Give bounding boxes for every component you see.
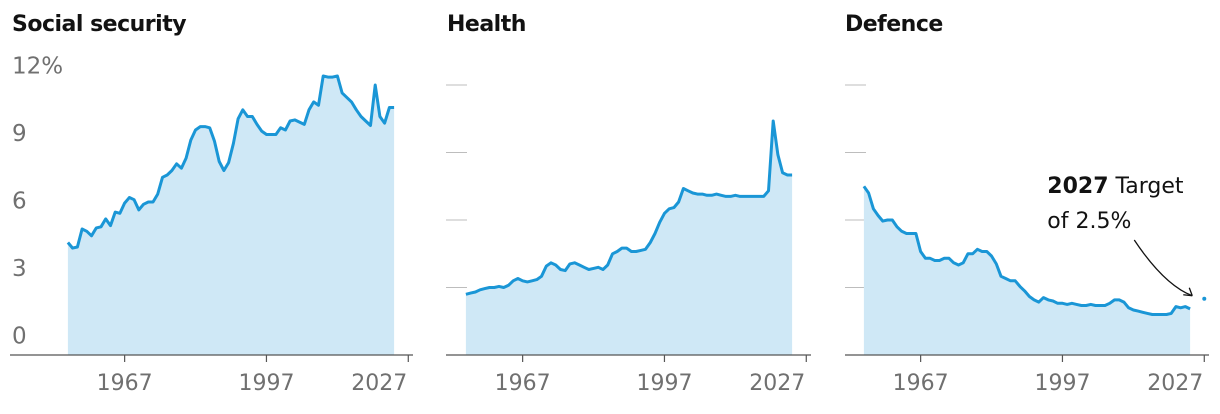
y-tick-label: 6 — [12, 189, 27, 215]
x-tick-label: 1997 — [238, 371, 294, 396]
x-tick-label: 1997 — [1034, 371, 1090, 396]
area — [67, 76, 395, 355]
annotation-year: 2027 — [1047, 174, 1108, 199]
x-tick-label: 2027 — [749, 371, 805, 396]
line — [862, 185, 1191, 316]
annotation: 2027 Target — [1047, 174, 1184, 199]
annotation: of 2.5% — [1047, 209, 1131, 234]
panel-title: Defence — [845, 12, 943, 37]
panel-title: Health — [447, 12, 526, 37]
x-tick-label: 1997 — [636, 371, 692, 396]
area — [465, 121, 793, 355]
target-point — [1202, 296, 1207, 301]
area — [863, 186, 1191, 355]
line — [66, 74, 395, 250]
arrow-head — [1183, 287, 1193, 297]
y-tick-label: 3 — [12, 256, 27, 282]
y-tick-label: 9 — [12, 121, 27, 147]
line — [465, 119, 793, 296]
x-tick-label: 2027 — [1147, 371, 1203, 396]
panel-title: Social security — [12, 12, 186, 37]
x-tick-label: 1967 — [893, 371, 949, 396]
y-tick-label: 12% — [12, 54, 63, 80]
x-tick-label: 2027 — [351, 371, 407, 396]
annotation-text: Target — [1115, 174, 1184, 199]
annotation-arrow — [1133, 239, 1193, 297]
x-tick-label: 1967 — [495, 371, 551, 396]
x-tick-label: 1967 — [97, 371, 153, 396]
y-tick-label: 0 — [12, 324, 27, 350]
